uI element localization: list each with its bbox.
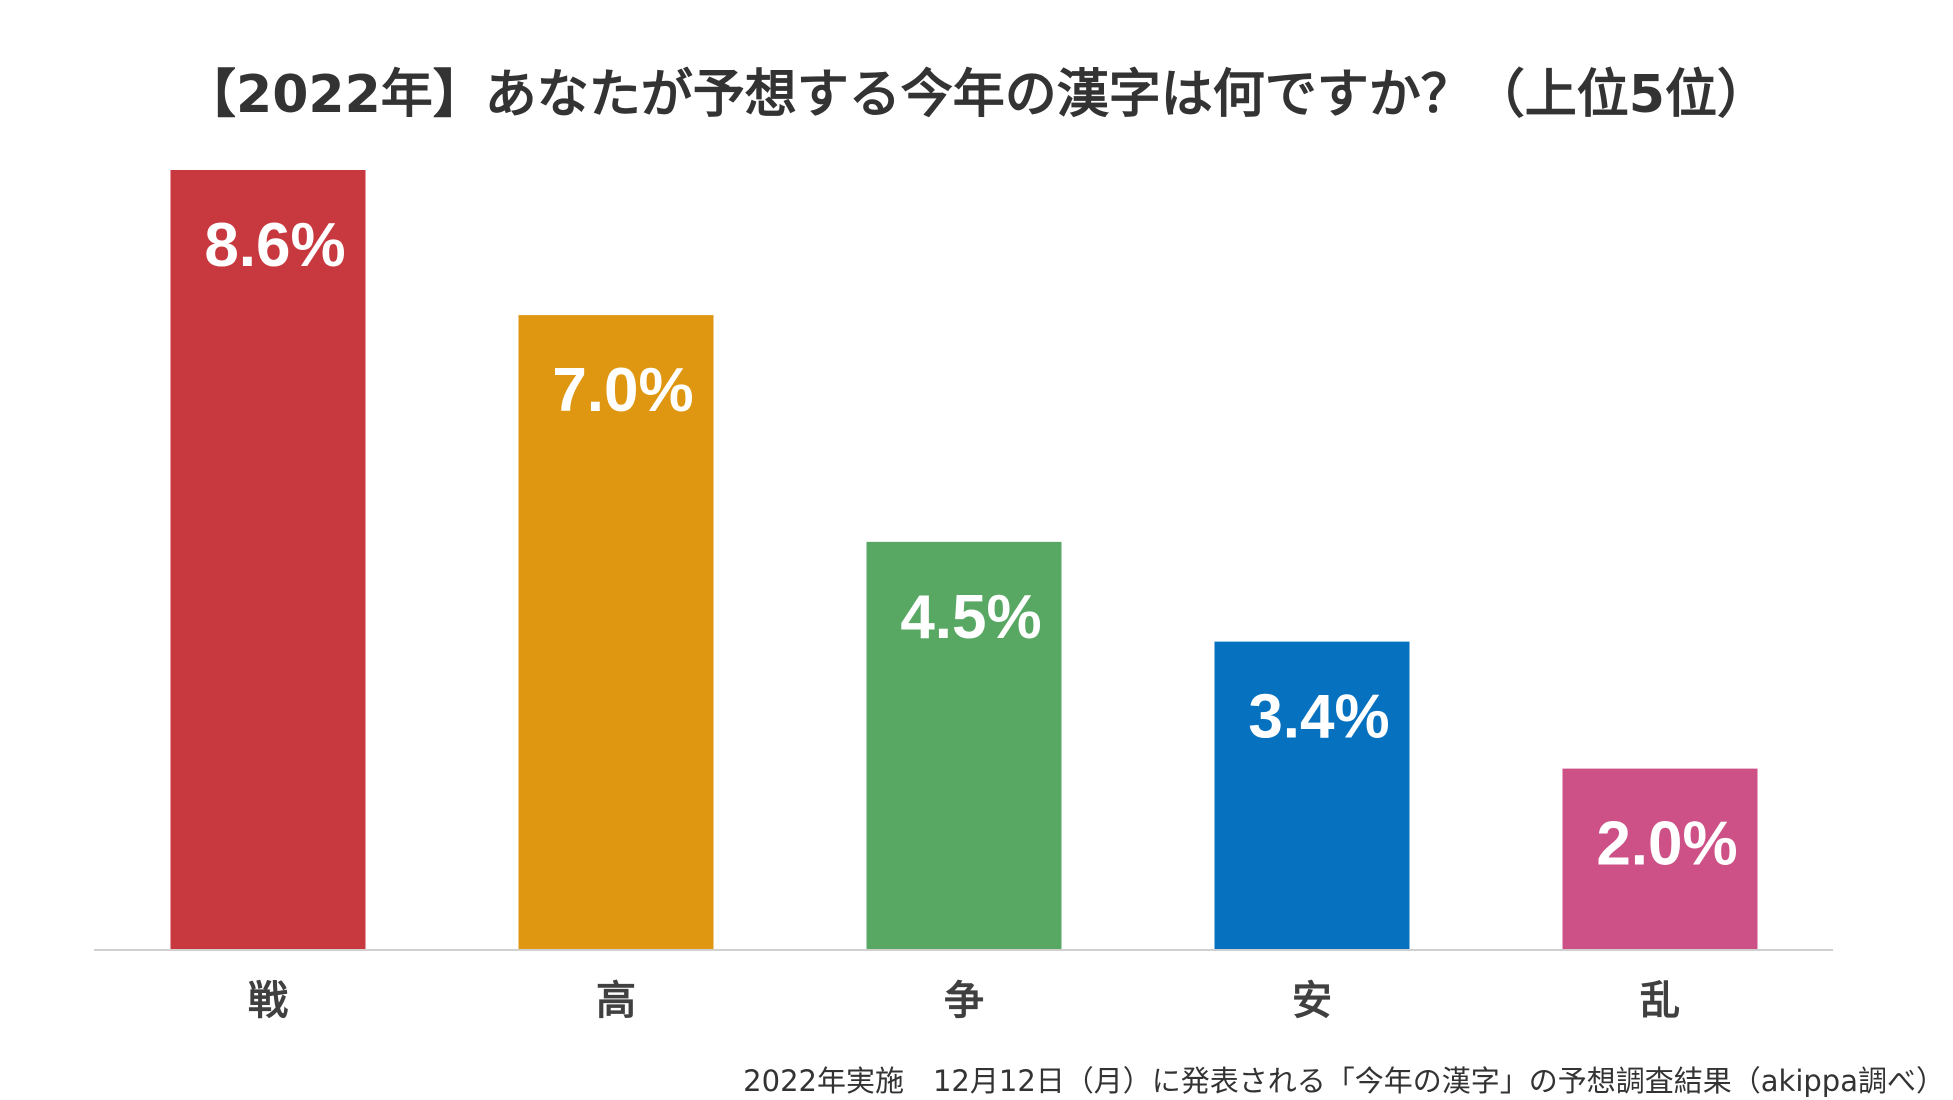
footnote: 2022年実施 12月12日（月）に発表される「今年の漢字」の予想調査結果（ak…	[743, 1064, 1945, 1098]
labels-layer: 8.6% 7.0% 4.5% 3.4% 2.0%	[204, 211, 1737, 879]
bar-3	[1214, 641, 1410, 950]
bar-value-label-2: 4.5%	[900, 583, 1041, 652]
x-tick-label-2: 争	[944, 978, 984, 1024]
bars-layer	[170, 170, 1758, 950]
x-tick-label-4: 乱	[1640, 978, 1680, 1024]
x-tick-label-0: 戦	[248, 978, 288, 1024]
bar-value-label-0: 8.6%	[204, 211, 345, 280]
bar-4	[1562, 768, 1758, 950]
x-tick-label-1: 高	[596, 978, 636, 1024]
x-tick-label-3: 安	[1292, 978, 1332, 1024]
bar-value-label-4: 2.0%	[1596, 810, 1737, 879]
bar-value-label-3: 3.4%	[1248, 683, 1389, 752]
bar-2	[866, 541, 1062, 950]
x-tick-labels: 戦高争安乱	[248, 978, 1680, 1024]
chart-title: 【2022年】あなたが予想する今年の漢字は何ですか？（上位5位）	[184, 65, 1769, 125]
bar-value-label-1: 7.0%	[552, 356, 693, 425]
bar-1	[518, 315, 714, 950]
bar-0	[170, 170, 366, 950]
